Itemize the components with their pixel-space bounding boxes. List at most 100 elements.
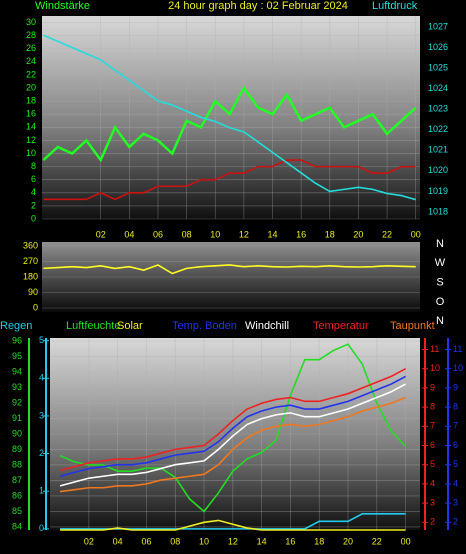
y-tick-label: 87: [12, 475, 22, 485]
y2-tick-label: N: [436, 315, 444, 327]
y-tick-label: 92: [12, 397, 22, 407]
series-line: [42, 85, 417, 163]
y2-tick-label: O: [436, 296, 445, 308]
y2-tick-label: 11: [430, 344, 439, 354]
legend-label: Taupunkt: [390, 320, 435, 332]
series-line: [43, 159, 416, 201]
series-line: [59, 396, 406, 493]
y-tick-label: 24: [26, 56, 36, 66]
x-tick-label: 10: [210, 229, 220, 239]
y2-tick-label: 1021: [428, 145, 448, 155]
y4-tick-label: 5: [453, 459, 458, 469]
x-tick-label: 00: [401, 536, 411, 546]
x-tick-label: 08: [170, 536, 180, 546]
y-tick-label: 0: [33, 302, 38, 312]
y3-tick-label: 1: [39, 486, 44, 496]
y2-tick-label: 1026: [428, 42, 448, 52]
x-tick-label: 06: [153, 229, 163, 239]
y4-tick-label: 3: [453, 497, 458, 507]
y4-tick-label: 6: [453, 440, 458, 450]
y4-tick-label: 11: [453, 344, 462, 354]
y4-tick-label: 2: [453, 517, 458, 527]
y2-tick-label: 1027: [428, 21, 448, 31]
x-tick-label: 02: [96, 229, 106, 239]
y2-tick-label: S: [436, 277, 443, 289]
x-tick-label: 00: [411, 229, 421, 239]
y2-tick-label: 3: [430, 497, 435, 507]
y-tick-label: 20: [26, 82, 36, 92]
y-tick-label: 14: [26, 122, 36, 132]
y-tick-label: 26: [26, 43, 36, 53]
x-tick-label: 20: [353, 229, 363, 239]
x-tick-label: 18: [325, 229, 335, 239]
y2-tick-label: 10: [430, 363, 440, 373]
y-tick-label: 28: [26, 30, 36, 40]
x-tick-label: 06: [141, 536, 151, 546]
y-tick-label: 0: [31, 213, 36, 223]
series-line: [59, 368, 406, 472]
y-tick-label: 95: [12, 351, 22, 361]
y3-tick-label: 4: [39, 373, 44, 383]
y2-tick-label: 5: [430, 459, 435, 469]
legend-label: Regen: [0, 320, 32, 332]
y2-tick-label: 1024: [428, 83, 448, 93]
y-tick-label: 93: [12, 382, 22, 392]
y-tick-label: 16: [26, 109, 36, 119]
x-tick-label: 18: [314, 536, 324, 546]
chart-title: 24 hour graph day : 02 Februar 2024: [168, 0, 348, 12]
y-tick-label: 96: [12, 335, 22, 345]
x-tick-label: 04: [113, 536, 123, 546]
y2-tick-label: 9: [430, 382, 435, 392]
y2-tick-label: 1020: [428, 165, 448, 175]
y-tick-label: 6: [31, 174, 36, 184]
legend-label: Temp. Boden: [172, 320, 237, 332]
y2-tick-label: 1022: [428, 124, 448, 134]
y-tick-label: 270: [23, 256, 38, 266]
legend-label: Luftdruck: [372, 0, 418, 12]
series-line: [59, 343, 407, 513]
legend-label: Luftfeuchte: [66, 320, 120, 332]
y-tick-label: 12: [26, 135, 36, 145]
y3-tick-label: 5: [39, 335, 44, 345]
y-tick-label: 22: [26, 69, 36, 79]
y4-tick-label: 7: [453, 421, 458, 431]
x-tick-label: 16: [296, 229, 306, 239]
y3-tick-label: 0: [39, 523, 44, 533]
x-tick-label: 14: [268, 229, 278, 239]
y-tick-label: 4: [31, 187, 36, 197]
y-tick-label: 89: [12, 444, 22, 454]
y-tick-label: 90: [28, 287, 38, 297]
y-tick-label: 94: [12, 366, 22, 376]
y-tick-label: 10: [26, 148, 36, 158]
y-tick-label: 91: [12, 413, 22, 423]
y2-tick-label: 1019: [428, 186, 448, 196]
y2-tick-label: 2: [430, 517, 435, 527]
series-line: [60, 519, 406, 531]
y-tick-label: 8: [31, 161, 36, 171]
y2-tick-label: 1025: [428, 62, 448, 72]
x-tick-label: 04: [124, 229, 134, 239]
y-tick-label: 85: [12, 506, 22, 516]
y-tick-label: 18: [26, 96, 36, 106]
y-tick-label: 84: [12, 521, 22, 531]
x-tick-label: 14: [257, 536, 267, 546]
x-tick-label: 10: [199, 536, 209, 546]
y-tick-label: 30: [26, 17, 36, 27]
legend-label: Windstärke: [35, 0, 90, 12]
x-tick-label: 22: [382, 229, 392, 239]
y2-tick-label: 1018: [428, 206, 448, 216]
y-tick-label: 360: [23, 240, 38, 250]
x-tick-label: 22: [372, 536, 382, 546]
y2-tick-label: 4: [430, 478, 435, 488]
plot-area: [42, 16, 420, 219]
y2-tick-label: N: [436, 238, 444, 250]
y2-tick-label: 8: [430, 401, 435, 411]
x-tick-label: 02: [84, 536, 94, 546]
y-tick-label: 86: [12, 490, 22, 500]
y-tick-label: 90: [12, 428, 22, 438]
y3-tick-label: 3: [39, 410, 44, 420]
legend-label: Solar: [117, 320, 143, 332]
y2-tick-label: 1023: [428, 104, 448, 114]
